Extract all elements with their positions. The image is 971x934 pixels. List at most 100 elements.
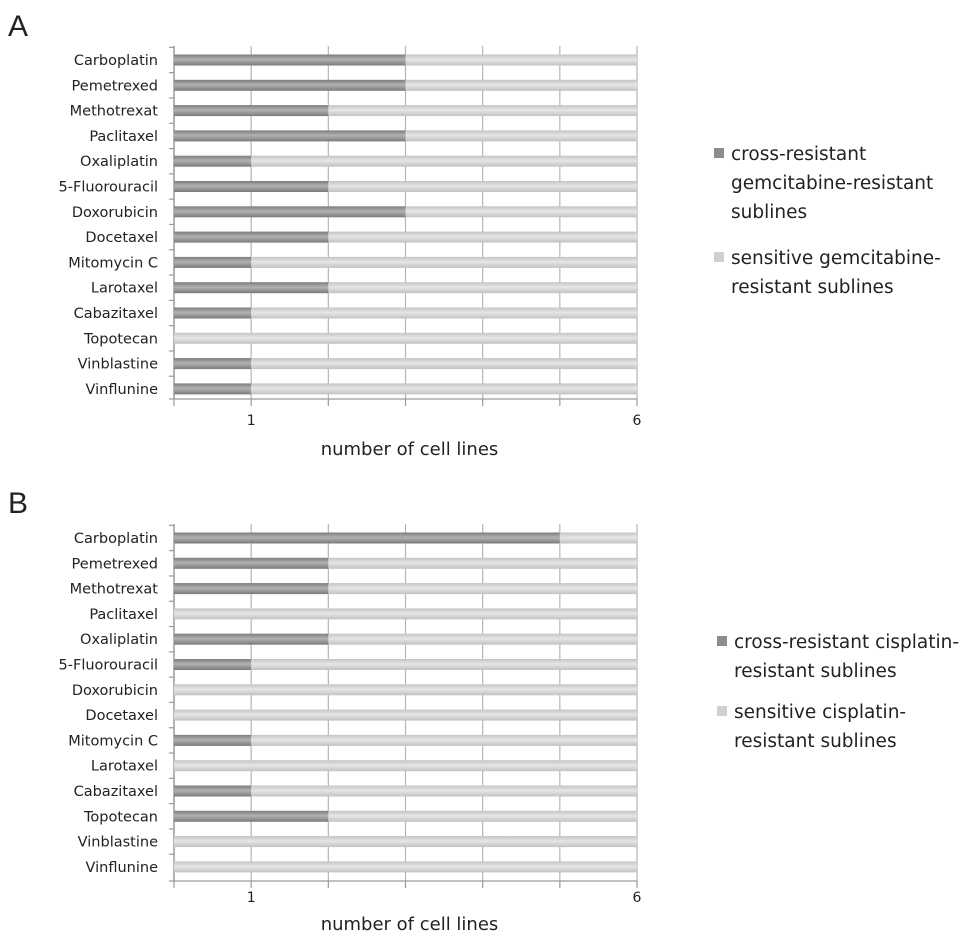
bar-sensitive (251, 307, 637, 319)
legend-entry-text: sensitive cisplatin- (734, 702, 906, 723)
bar-cross-resistant (174, 155, 252, 167)
bar-cross-resistant (174, 785, 252, 797)
category-label: 5-Fluorouracil (59, 658, 158, 674)
bar-sensitive (174, 836, 637, 848)
bar-cross-resistant (174, 206, 406, 218)
x-tick-label: 1 (247, 890, 256, 906)
x-tick-label: 1 (247, 413, 256, 429)
bar-sensitive (174, 861, 637, 873)
x-tick-label: 6 (633, 413, 642, 429)
category-label: Doxorubicin (72, 205, 158, 221)
category-label: 5-Fluorouracil (59, 180, 158, 196)
category-label: Docetaxel (85, 708, 158, 724)
bar-cross-resistant (174, 282, 329, 294)
bar-sensitive (251, 734, 637, 746)
category-label: Oxaliplatin (80, 632, 158, 648)
bar-sensitive (328, 181, 637, 192)
category-label: Docetaxel (85, 230, 158, 246)
x-tick-label: 6 (633, 890, 642, 906)
legend-entry-text: sensitive gemcitabine- (731, 248, 941, 269)
bar-sensitive (251, 785, 637, 797)
bar-cross-resistant (174, 659, 252, 670)
category-label: Pemetrexed (72, 556, 158, 572)
bar-sensitive (405, 130, 637, 142)
category-label: Vinblastine (78, 835, 158, 851)
bar-cross-resistant (174, 105, 329, 117)
bar-sensitive (559, 532, 637, 544)
legend-entry-text: sublines (731, 202, 807, 223)
category-label: Methotrexat (70, 104, 159, 120)
bar-sensitive (174, 760, 637, 772)
category-label: Larotaxel (91, 759, 158, 775)
bar-cross-resistant (174, 79, 406, 91)
bar-cross-resistant (174, 557, 329, 569)
bar-sensitive (174, 709, 637, 721)
bar-sensitive (405, 54, 637, 66)
bar-cross-resistant (174, 583, 329, 595)
bar-cross-resistant (174, 54, 406, 66)
legend-swatch-sensitive (714, 252, 724, 262)
category-label: Carboplatin (74, 53, 158, 69)
bar-sensitive (174, 608, 637, 620)
category-label: Vinflunine (86, 382, 159, 398)
legend-entry-text: cross-resistant (731, 144, 866, 165)
panel-letter-a: A (8, 10, 28, 43)
bar-cross-resistant (174, 532, 560, 544)
legend-swatch-sensitive (717, 706, 727, 716)
x-axis-title: number of cell lines (321, 439, 499, 460)
bar-sensitive (328, 633, 637, 645)
bar-sensitive (328, 583, 637, 595)
legend-entry-text: resistant sublines (734, 661, 897, 682)
legend-swatch-cross-resistant (717, 636, 727, 646)
bar-cross-resistant (174, 181, 329, 192)
bar-sensitive (328, 105, 637, 117)
category-label: Mitomycin C (68, 733, 158, 749)
category-label: Paclitaxel (89, 607, 158, 623)
bar-sensitive (328, 557, 637, 569)
bar-sensitive (174, 332, 637, 344)
bar-cross-resistant (174, 307, 252, 319)
bar-cross-resistant (174, 130, 406, 142)
bar-sensitive (328, 810, 637, 822)
bar-sensitive (405, 79, 637, 91)
category-label: Cabazitaxel (74, 784, 158, 800)
panel-letter-b: B (8, 487, 28, 520)
category-label: Cabazitaxel (74, 306, 158, 322)
legend-entry-text: resistant sublines (731, 277, 894, 298)
bar-cross-resistant (174, 231, 329, 243)
chart-panel-b: Carboplatin Pemetrexed Methotrexat Paclitax… (59, 524, 959, 934)
bar-cross-resistant (174, 810, 329, 822)
bar-sensitive (251, 155, 637, 167)
category-label: Doxorubicin (72, 683, 158, 699)
legend-entry-text: gemcitabine-resistant (731, 173, 933, 194)
bar-sensitive (251, 256, 637, 268)
category-label: Oxaliplatin (80, 154, 158, 170)
bar-cross-resistant (174, 383, 252, 395)
category-label: Larotaxel (91, 281, 158, 297)
category-label: Topotecan (83, 331, 158, 347)
bar-sensitive (251, 358, 637, 370)
bar-sensitive (328, 282, 637, 294)
category-label: Topotecan (83, 809, 158, 825)
category-label: Methotrexat (70, 582, 159, 598)
legend-entry-text: cross-resistant cisplatin- (734, 632, 959, 653)
bar-sensitive (174, 684, 637, 696)
bar-sensitive (251, 383, 637, 395)
category-label: Pemetrexed (72, 78, 158, 94)
bar-cross-resistant (174, 734, 252, 746)
x-axis-title: number of cell lines (321, 914, 499, 934)
legend-entry-text: resistant sublines (734, 731, 897, 752)
bar-cross-resistant (174, 358, 252, 370)
category-label: Paclitaxel (89, 129, 158, 145)
bar-sensitive (328, 231, 637, 243)
category-label: Vinflunine (86, 860, 159, 876)
category-label: Carboplatin (74, 531, 158, 547)
category-label: Mitomycin C (68, 255, 158, 271)
bar-cross-resistant (174, 256, 252, 268)
category-label: Vinblastine (78, 357, 158, 373)
bar-sensitive (251, 659, 637, 670)
chart-panel-a: Carboplatin Pemetrexed Methotrexat Paclitax… (59, 46, 941, 460)
bar-sensitive (405, 206, 637, 218)
bar-cross-resistant (174, 633, 329, 645)
